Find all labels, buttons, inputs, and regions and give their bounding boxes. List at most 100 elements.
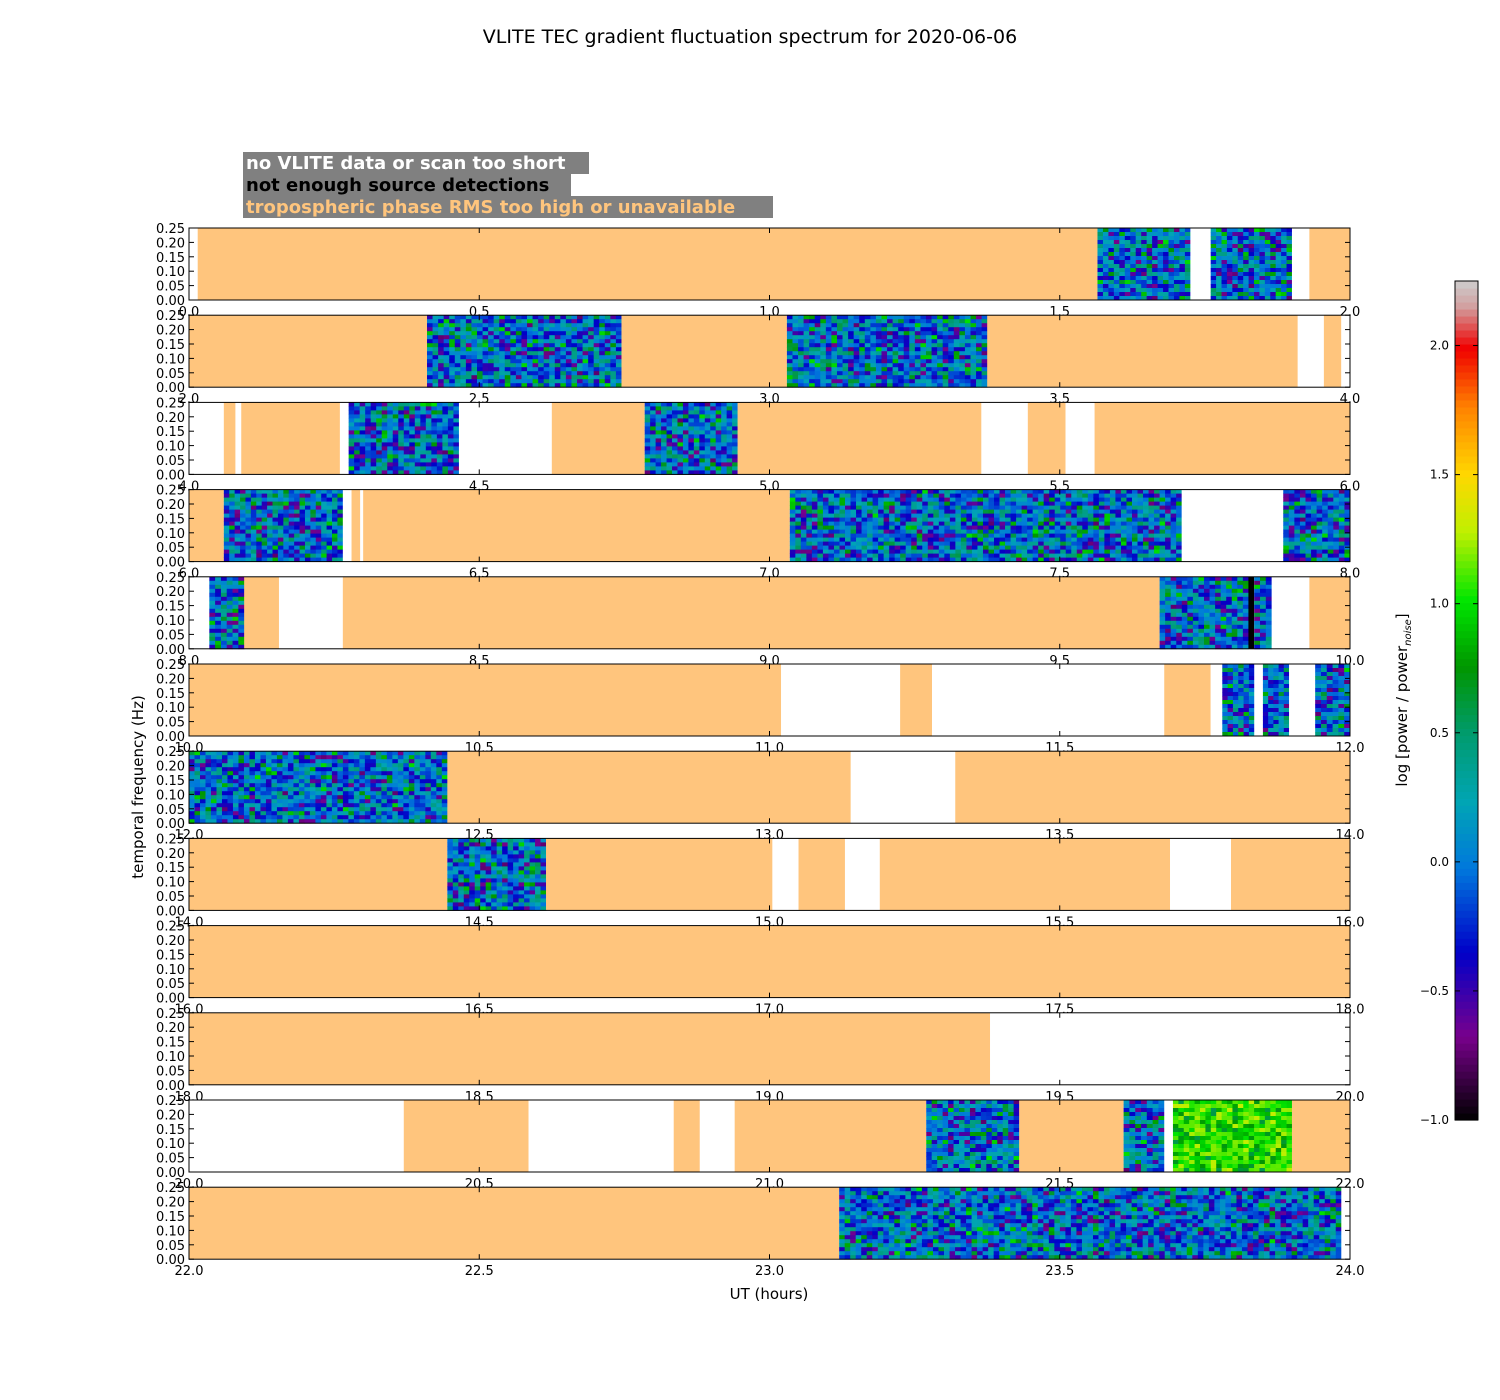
status-segment-trop: [363, 489, 790, 562]
y-tick-label: 0.05: [156, 1152, 185, 1167]
status-segment-nodata: [1190, 228, 1211, 300]
y-tick-label: 0.20: [156, 1021, 185, 1036]
x-axis-label: UT (hours): [730, 1285, 809, 1303]
status-segment-nodata: [1065, 402, 1095, 475]
status-segment-nodata: [1271, 576, 1310, 649]
y-tick-label: 0.15: [156, 774, 185, 789]
y-tick-label: 0.20: [156, 847, 185, 862]
spectrum-segment: [1159, 576, 1249, 650]
y-tick-label: 0.15: [156, 687, 185, 702]
legend-box-trop: [243, 196, 773, 218]
status-segment-trop: [241, 402, 340, 475]
status-segment-trop: [737, 402, 982, 475]
y-tick-label: 0.00: [156, 381, 185, 396]
y-tick-label: 0.00: [156, 643, 185, 658]
y-tick-label: 0.15: [156, 251, 185, 266]
status-segment-nodata: [528, 1100, 674, 1172]
y-tick-label: 0.15: [156, 948, 185, 963]
colorbar: −1.0 −0.5 0.0 0.5 1.0 1.5 2.0: [1420, 280, 1479, 1127]
y-tick-label: 0.00: [156, 817, 185, 832]
y-tick-label: 0.05: [156, 716, 185, 731]
x-tick-label: 23.0: [755, 1264, 784, 1279]
y-tick-label: 0.10: [156, 1224, 185, 1239]
legend-entry-trop: tropospheric phase RMS too high or unava…: [246, 197, 735, 218]
panel-4: 0.000.050.100.150.200.258.0 8.5 9.0 9.5 10.0: [156, 571, 1364, 669]
y-tick-label: 0.05: [156, 454, 185, 469]
status-segment-nodata: [458, 402, 552, 475]
y-tick-label: 0.10: [156, 1137, 185, 1152]
spectrum-segment: [789, 489, 1183, 562]
status-segment-trop: [189, 664, 782, 736]
spectrum-segment: [1172, 1100, 1293, 1173]
spectrum-segment: [644, 402, 738, 475]
y-tick-label: 0.25: [156, 1007, 185, 1022]
y-tick-label: 0.00: [156, 992, 185, 1007]
spectrum-segment: [1097, 228, 1191, 301]
colorbar-tick-label: 0.0: [1430, 855, 1449, 869]
y-tick-label: 0.00: [156, 1253, 185, 1268]
status-segment-nodata: [189, 1100, 404, 1172]
chart-title: VLITE TEC gradient fluctuation spectrum …: [483, 26, 1017, 48]
status-segment-nodata: [235, 402, 242, 475]
status-segment-trop: [1094, 402, 1350, 475]
status-segment-trop: [987, 315, 1298, 388]
x-tick-label: 22.5: [465, 1264, 494, 1279]
y-tick-label: 0.20: [156, 498, 185, 513]
y-tick-label: 0.10: [156, 876, 185, 891]
y-tick-label: 0.15: [156, 512, 185, 527]
y-tick-label: 0.15: [156, 600, 185, 615]
y-tick-label: 0.05: [156, 541, 185, 556]
y-tick-label: 0.15: [156, 1210, 185, 1225]
status-segment-nodata: [1164, 1100, 1173, 1172]
y-tick-label: 0.05: [156, 1064, 185, 1079]
y-tick-label: 0.15: [156, 1123, 185, 1138]
y-tick-label: 0.05: [156, 1239, 185, 1254]
y-tick-label: 0.10: [156, 440, 185, 455]
colorbar-tick-label: −0.5: [1420, 984, 1449, 998]
y-tick-label: 0.10: [156, 788, 185, 803]
status-segment-nodata: [1297, 315, 1324, 388]
status-segment-nodata: [1210, 664, 1223, 736]
panel-11: 0.000.050.100.150.200.25 22.0 22.5 23.0 23.5…: [156, 1181, 1364, 1279]
y-tick-label: 0.15: [156, 338, 185, 353]
status-segment-nodata: [850, 751, 956, 824]
spectrum-segment: [786, 315, 988, 388]
y-tick-label: 0.00: [156, 556, 185, 571]
y-tick-label: 0.05: [156, 628, 185, 643]
status-segment-trop: [879, 838, 1171, 911]
y-tick-label: 0.20: [156, 585, 185, 600]
status-segment-nodata: [1291, 228, 1310, 300]
status-segment-trop: [189, 315, 428, 388]
y-tick-label: 0.20: [156, 760, 185, 775]
y-tick-label: 0.25: [156, 309, 185, 324]
y-tick-label: 0.10: [156, 1050, 185, 1065]
y-tick-label: 0.20: [156, 411, 185, 426]
status-segment-trop: [189, 838, 448, 911]
colorbar-label-end: ]: [1393, 613, 1411, 619]
y-tick-label: 0.25: [156, 1094, 185, 1109]
y-tick-label: 0.05: [156, 890, 185, 905]
status-segment-nodata: [990, 1012, 1350, 1085]
spectrum-segment: [209, 576, 245, 650]
y-tick-label: 0.00: [156, 904, 185, 919]
x-tick-label: 23.5: [1045, 1264, 1074, 1279]
x-tick-label: 24.0: [1336, 1264, 1365, 1279]
status-segment-nodata: [699, 1100, 735, 1172]
status-segment-nodata: [1181, 489, 1284, 562]
status-segment-nodata: [932, 664, 1165, 736]
y-axis-label: temporal frequency (Hz): [129, 695, 147, 879]
spectrum-segment: [1222, 664, 1255, 737]
y-tick-label: 0.20: [156, 1108, 185, 1123]
spectrum-segment: [926, 1100, 1020, 1173]
y-tick-label: 0.25: [156, 832, 185, 847]
status-segment-nodata: [360, 489, 364, 562]
status-segment-trop: [1323, 315, 1342, 388]
status-segment-nodata: [1289, 664, 1316, 736]
y-tick-label: 0.00: [156, 468, 185, 483]
colorbar-tick-label: 0.5: [1430, 726, 1449, 740]
y-tick-label: 0.15: [156, 1036, 185, 1051]
legend-entry-nodet: not enough source detections: [246, 175, 549, 196]
status-segment-trop: [189, 1012, 991, 1085]
panel-0: 0.000.050.100.150.200.250.0 0.5 1.0 1.5 2.0: [156, 222, 1360, 320]
